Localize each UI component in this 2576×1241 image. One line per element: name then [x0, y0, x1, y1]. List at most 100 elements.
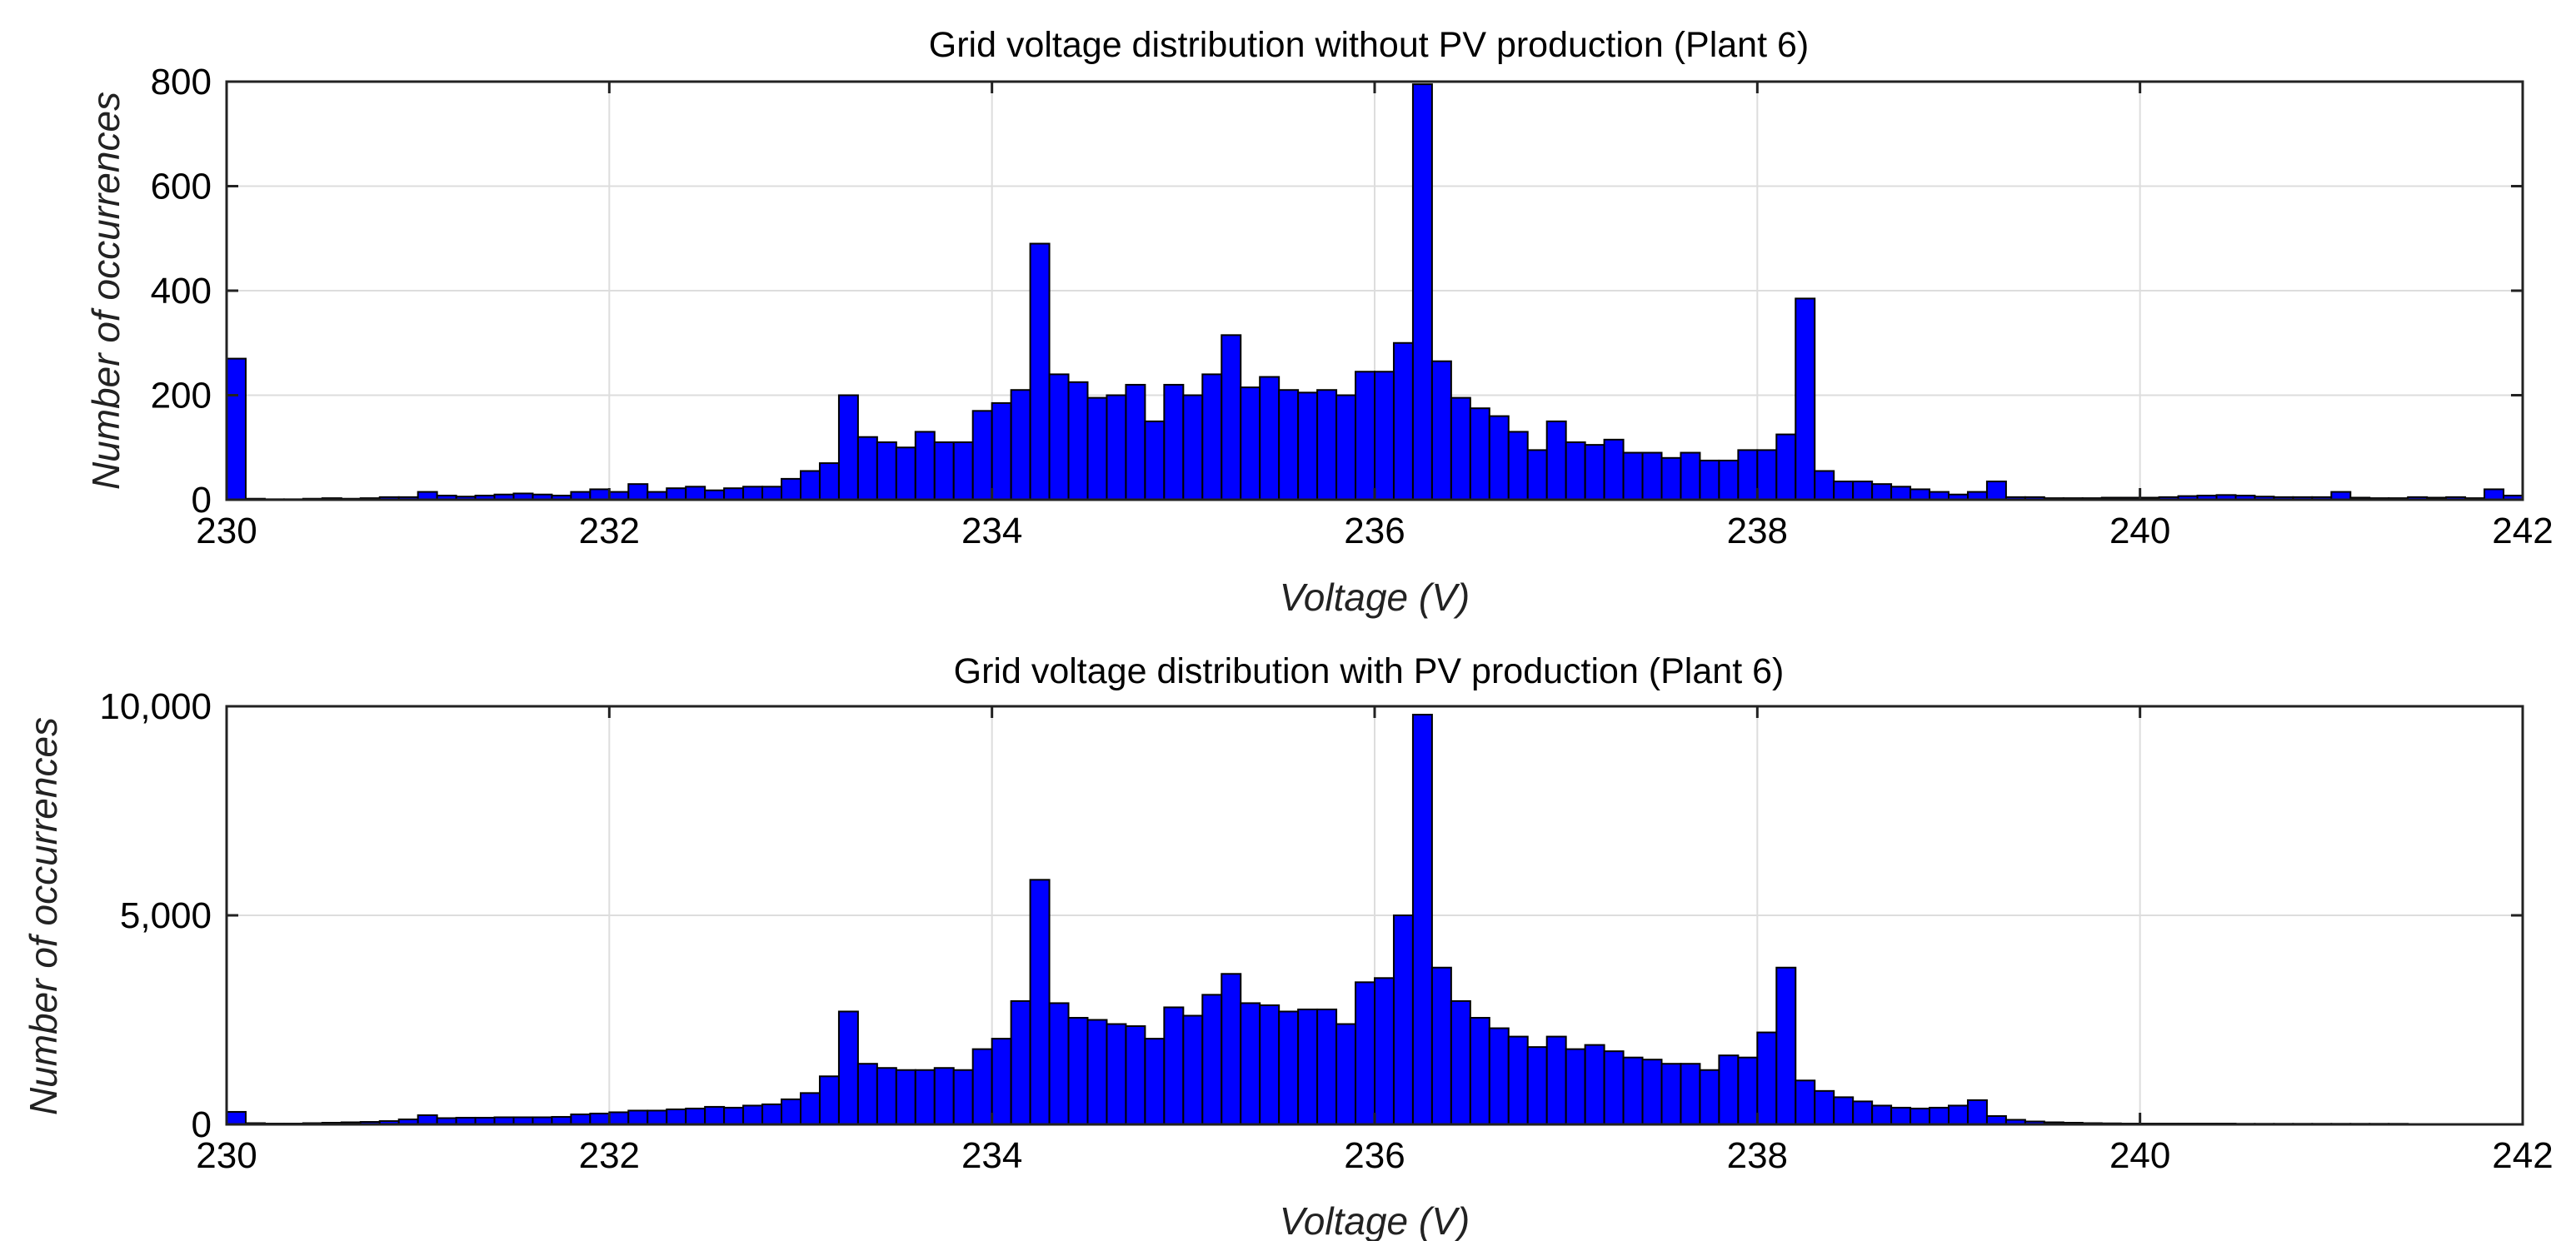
x-tick-label: 238 [1727, 511, 1788, 551]
histogram-bars [226, 714, 2524, 1126]
histogram-bar [952, 441, 974, 501]
histogram-bar [1469, 407, 1490, 501]
histogram-bar [1775, 966, 1797, 1125]
histogram-bar [1488, 415, 1510, 501]
histogram-bar [1392, 341, 1414, 501]
histogram-bar [1106, 1023, 1127, 1126]
histogram-bar [971, 1048, 993, 1126]
x-tick-label: 232 [579, 511, 640, 551]
y-tick-label: 200 [151, 376, 212, 416]
histogram-bar [1355, 981, 1375, 1125]
x-axis-label: Voltage (V) [1280, 576, 1470, 619]
histogram-bar [1948, 1104, 1969, 1126]
histogram-bar [1067, 381, 1089, 501]
histogram-bar [1565, 1048, 1586, 1126]
y-tick-labels: 0 200 400 600 800 [151, 62, 212, 521]
histogram-bar [1106, 394, 1127, 501]
histogram-bar [933, 1067, 955, 1125]
histogram-bar [1814, 470, 1835, 501]
histogram-bar [1029, 242, 1051, 501]
histogram-bar [991, 401, 1012, 501]
x-tick-label: 230 [196, 511, 257, 551]
histogram-bar [1144, 420, 1166, 501]
histogram-bar [818, 462, 840, 501]
y-tick-label: 0 [192, 1104, 212, 1145]
histogram-bar [685, 1107, 706, 1125]
y-tick-label: 600 [151, 167, 212, 207]
histogram-bar [1699, 1069, 1720, 1125]
histogram-bar [589, 488, 611, 501]
histogram-bar [971, 410, 993, 501]
histogram-bar [1622, 1056, 1644, 1126]
histogram-bar [1374, 977, 1395, 1126]
y-tick-label: 800 [151, 62, 212, 102]
histogram-bar [1910, 1107, 1931, 1125]
histogram-bar [781, 1098, 801, 1126]
histogram-bar [1852, 1100, 1874, 1126]
histogram-bar [1335, 1023, 1357, 1126]
chart-title: Grid voltage distribution with PV produc… [954, 651, 1785, 691]
chart-title: Grid voltage distribution without PV pro… [929, 25, 1809, 65]
histogram-bar [1507, 431, 1529, 501]
histogram-bar [226, 1110, 247, 1125]
histogram-bar [876, 1067, 897, 1125]
x-tick-label: 232 [579, 1135, 640, 1176]
histogram-bar [1985, 481, 2007, 501]
histogram-bar [723, 487, 745, 501]
histogram-bar [417, 1114, 438, 1126]
histogram-bar [1240, 386, 1261, 501]
x-tick-labels: 230 232 234 236 238 240 242 [196, 1135, 2553, 1176]
histogram-bar [1411, 83, 1433, 501]
histogram-bar [1966, 1099, 1988, 1126]
histogram-bar [761, 1103, 783, 1126]
histogram-bar [1392, 915, 1414, 1125]
histogram-bar [1680, 1063, 1701, 1125]
histogram-bar [895, 1069, 916, 1125]
histogram-bar [1259, 376, 1281, 501]
histogram-bar [1718, 1054, 1740, 1126]
y-tick-label: 400 [151, 271, 212, 311]
histogram-bar [856, 1063, 878, 1125]
histogram-bar [1641, 451, 1663, 501]
histogram-bar [1240, 1002, 1261, 1126]
histogram-bar [876, 441, 897, 501]
y-tick-label: 5,000 [120, 895, 212, 936]
histogram-bar [856, 436, 878, 501]
histogram-bar [608, 1111, 630, 1126]
y-tick-label: 10,000 [99, 686, 212, 727]
histogram-bar [1795, 1079, 1816, 1126]
histogram-bar [1488, 1027, 1510, 1126]
histogram-bar [723, 1106, 745, 1126]
histogram-bar [704, 489, 726, 501]
histogram-bar [1641, 1059, 1663, 1125]
histogram-bar [627, 483, 649, 501]
histogram-bar [1125, 1025, 1146, 1126]
histogram-bar [1316, 389, 1338, 501]
histogram-bar [1029, 879, 1051, 1125]
histogram-bar [1775, 433, 1797, 501]
y-tick-label: 0 [192, 480, 212, 521]
histogram-bar [933, 441, 955, 501]
histogram-bar [1545, 420, 1567, 501]
histogram-bar [1297, 391, 1319, 501]
histogram-bar [1067, 1016, 1089, 1125]
histogram-bar [570, 1113, 592, 1126]
x-tick-labels: 230 232 234 236 238 240 242 [196, 511, 2553, 551]
histogram-bar [1680, 451, 1701, 501]
histogram-bar [818, 1075, 840, 1126]
histogram-bar [1929, 1106, 1950, 1126]
histogram-bar [914, 1069, 936, 1125]
y-tick-labels: 0 5,000 10,000 [99, 686, 212, 1145]
histogram-bar [1718, 459, 1740, 501]
chart-without-pv: Grid voltage distribution without PV pro… [84, 25, 2554, 619]
histogram-bar [1737, 1056, 1759, 1126]
histogram-bar [666, 1108, 687, 1125]
histogram-bar [1814, 1089, 1835, 1125]
tick-marks [225, 705, 2524, 1126]
histogram-bar [1584, 444, 1605, 501]
histogram-bar [1545, 1035, 1567, 1125]
histogram-bar [1584, 1044, 1605, 1125]
x-tick-label: 234 [961, 511, 1022, 551]
histogram-bar [952, 1069, 974, 1125]
histogram-bar [1852, 481, 1874, 501]
